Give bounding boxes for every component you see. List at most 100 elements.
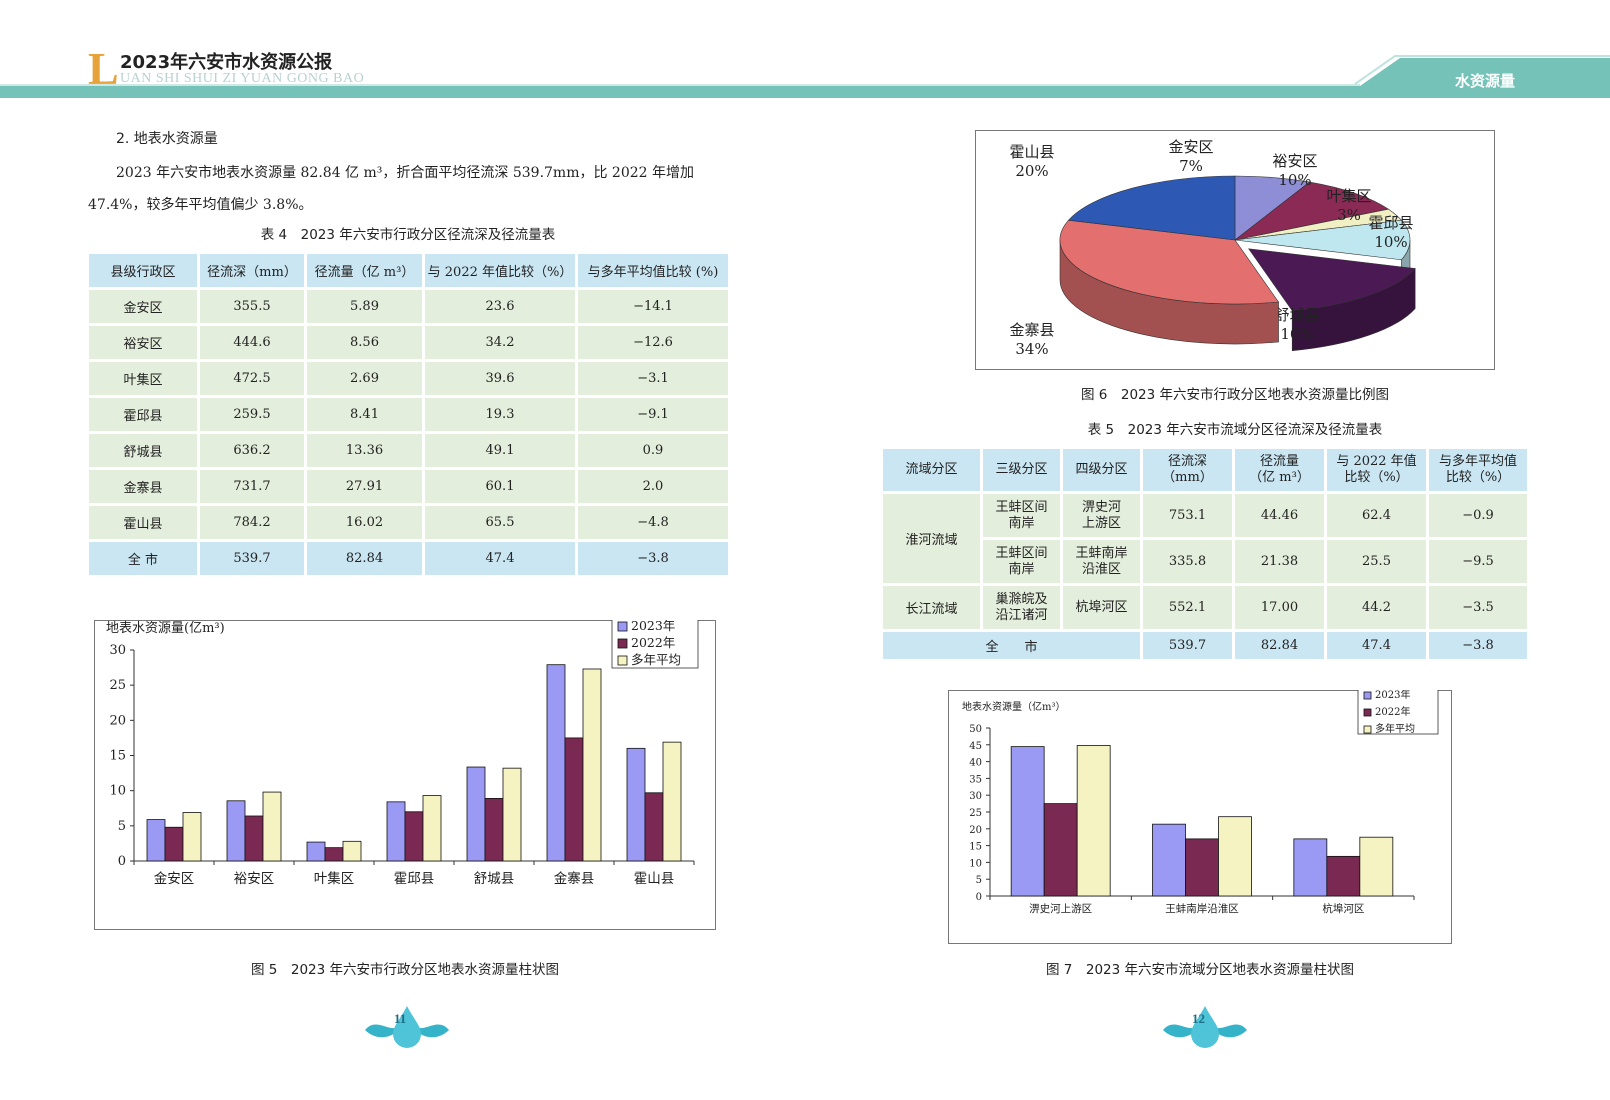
table4-cell: 0.9 [578, 434, 728, 467]
bar [342, 840, 362, 862]
pie-slice-label: 霍邱县 [1368, 214, 1413, 232]
bar [1326, 855, 1361, 897]
bar [644, 792, 664, 862]
table4-row: 金寨县 731.7 27.91 60.1 2.0 [89, 470, 728, 503]
y-tick-label: 50 [969, 724, 982, 735]
y-tick-label: 30 [109, 643, 126, 658]
table5-cell: 82.84 [1235, 632, 1324, 659]
table4-cell: 34.2 [425, 326, 575, 359]
y-axis-title: 地表水资源量（亿m³） [962, 700, 1066, 713]
x-category-label: 霍山县 [634, 871, 675, 887]
table5-header-cell: 与 2022 年值 比较（%） [1327, 449, 1426, 491]
pie-slice-label: 舒城县 [1274, 306, 1319, 324]
bar [164, 826, 184, 862]
pie-slice-top [1067, 175, 1236, 241]
bar [422, 795, 442, 862]
pie-slice-percent: 10% [1278, 171, 1311, 189]
table5-cell: 44.46 [1235, 494, 1324, 537]
bar [564, 737, 584, 862]
pie-slice-top [1059, 219, 1280, 305]
chart-frame [94, 620, 716, 930]
table5-cell: 淠史河 上游区 [1063, 494, 1140, 537]
table4-cell: 8.56 [307, 326, 422, 359]
y-tick-label: 5 [976, 875, 982, 886]
table5-cell: −3.5 [1429, 586, 1527, 629]
header-band [0, 55, 1610, 98]
table4-cell: 霍邱县 [89, 398, 197, 431]
y-tick-label: 5 [118, 819, 126, 834]
table5-cell: 25.5 [1327, 540, 1426, 583]
table4-cell: 49.1 [425, 434, 575, 467]
table5-cell: 王蚌南岸 沿淮区 [1063, 540, 1140, 583]
section-subheading: 2. 地表水资源量 [116, 131, 218, 147]
table4-cell: 叶集区 [89, 362, 197, 395]
x-category-label: 霍邱县 [394, 871, 435, 887]
x-category-label: 杭埠河区 [1322, 902, 1364, 915]
table5-header-cell: 流域分区 [883, 449, 980, 491]
bar [626, 747, 646, 862]
table5-header-cell: 与多年平均值 比较（%） [1429, 449, 1527, 491]
bar [1359, 836, 1394, 897]
table5-cell: 王蚌区间 南岸 [983, 540, 1060, 583]
table4-cell: 5.89 [307, 290, 422, 323]
bar [1185, 838, 1219, 897]
bar [1010, 746, 1045, 897]
logo-letter: L [88, 43, 119, 94]
table4-cell: 355.5 [200, 290, 304, 323]
table4-row: 舒城县 636.2 13.36 49.1 0.9 [89, 434, 728, 467]
y-tick-label: 25 [969, 808, 982, 819]
page-number-left: 11 [394, 1011, 407, 1026]
table4-cell: 19.3 [425, 398, 575, 431]
pie-slice [1248, 248, 1416, 352]
table4-header-row: 县级行政区 径流深（mm） 径流量（亿 m³） 与 2022 年值比较（%） 与… [89, 254, 728, 287]
bar [1293, 838, 1328, 897]
legend-label: 2023年 [1375, 690, 1410, 701]
table4-cell: −9.1 [578, 398, 728, 431]
table5-cell: 753.1 [1143, 494, 1232, 537]
table4-cell: 539.7 [200, 542, 304, 575]
figure7-caption: 图 7 2023 年六安市流域分区地表水资源量柱状图 [1045, 962, 1355, 978]
table4-cell: 27.91 [307, 470, 422, 503]
table5-header-cell: 三级分区 [983, 449, 1060, 491]
table4-header-cell: 县级行政区 [89, 254, 197, 287]
table4-cell: 8.41 [307, 398, 422, 431]
y-tick-label: 35 [969, 774, 982, 785]
bar [226, 800, 246, 862]
x-category-label: 金寨县 [554, 870, 595, 887]
pie-slice-label: 金寨县 [1009, 321, 1054, 339]
table5-row: 淮河流域 王蚌区间 南岸 淠史河 上游区 753.1 44.46 62.4 −0.9 [883, 494, 1527, 583]
y-tick-label: 30 [969, 791, 982, 802]
y-tick-label: 45 [969, 741, 982, 752]
table5-cell: 539.7 [1143, 632, 1232, 659]
pie-slice-percent: 34% [1015, 340, 1048, 358]
table4-cell: 259.5 [200, 398, 304, 431]
table4-cell: −14.1 [578, 290, 728, 323]
table4-cell: 23.6 [425, 290, 575, 323]
table4-header-cell: 径流深（mm） [200, 254, 304, 287]
table5-cell: −9.5 [1429, 540, 1527, 583]
table5-cell: 巢滁皖及 沿江诸河 [983, 586, 1060, 629]
table4-row: 霍邱县 259.5 8.41 19.3 −9.1 [89, 398, 728, 431]
legend-label: 多年平均 [631, 652, 681, 667]
bar [244, 815, 264, 862]
legend-label: 多年平均 [1375, 722, 1415, 735]
y-tick-label: 10 [969, 858, 982, 869]
bar [484, 798, 504, 862]
page-number-right: 12 [1192, 1011, 1205, 1026]
table5-cell: 335.8 [1143, 540, 1232, 583]
bar [466, 766, 486, 862]
table4-cell: −3.8 [578, 542, 728, 575]
x-category-label: 裕安区 [234, 871, 275, 887]
table5-cell: 62.4 [1327, 494, 1426, 537]
pie-slice-percent: 7% [1179, 157, 1203, 175]
page-header: L 2023年六安市水资源公报 UAN SHI SHUI ZI YUAN GON… [0, 0, 1610, 100]
pie-slice-top [1234, 219, 1411, 261]
x-category-label: 舒城县 [474, 871, 515, 887]
bar [386, 801, 406, 862]
table4: 县级行政区 径流深（mm） 径流量（亿 m³） 与 2022 年值比较（%） 与… [86, 251, 731, 578]
table4-caption: 表 4 2023 年六安市行政分区径流深及径流量表 [260, 227, 556, 243]
table4-row: 叶集区 472.5 2.69 39.6 −3.1 [89, 362, 728, 395]
bar [502, 767, 522, 862]
